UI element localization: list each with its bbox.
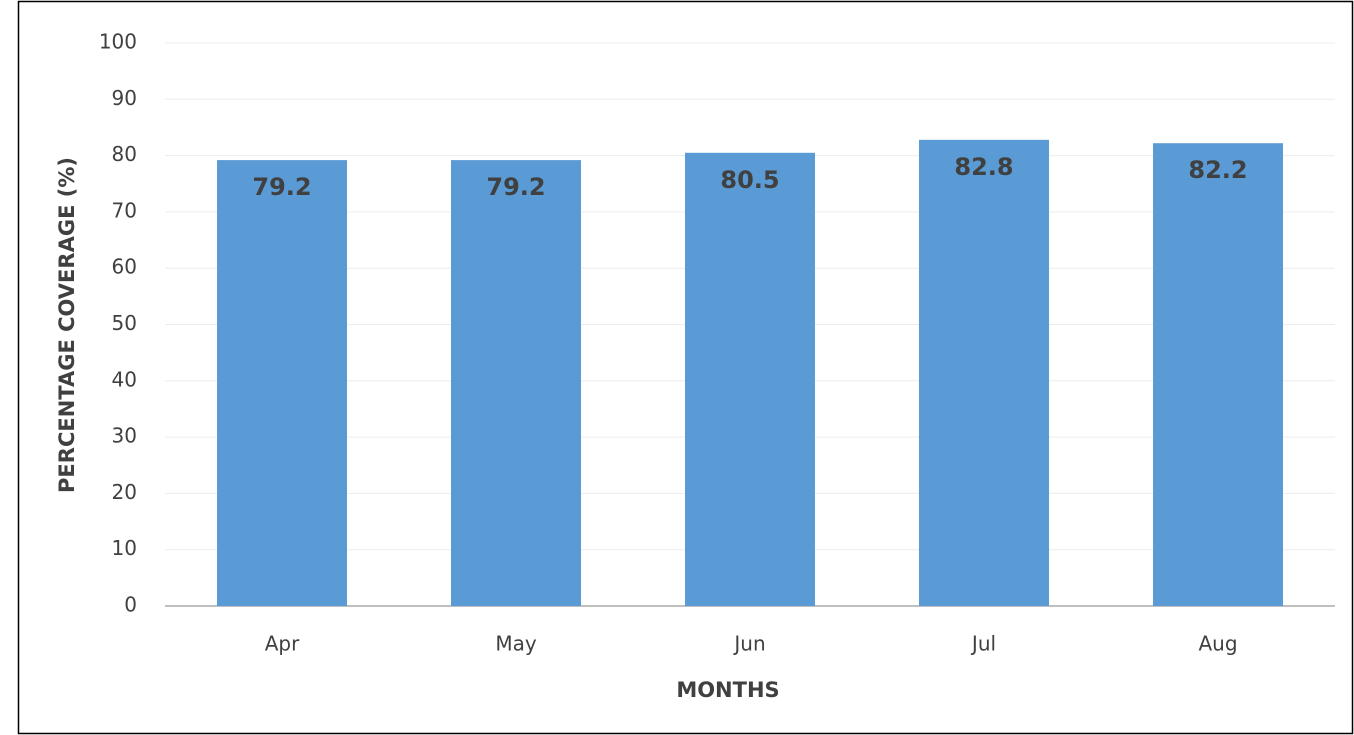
x-tick-label: Apr <box>265 632 300 656</box>
y-tick-label: 60 <box>112 255 137 279</box>
value-label: 79.2 <box>252 173 311 201</box>
y-tick-label: 50 <box>112 311 137 335</box>
value-label: 82.8 <box>954 153 1013 181</box>
value-label: 80.5 <box>720 166 779 194</box>
bar <box>685 152 815 606</box>
x-tick-label: Aug <box>1198 632 1237 656</box>
y-tick-label: 70 <box>112 198 137 222</box>
y-tick-label: 10 <box>112 536 137 560</box>
x-tick-label: Jun <box>732 632 765 656</box>
bar <box>217 160 347 606</box>
bar <box>919 139 1049 606</box>
y-tick-label: 20 <box>112 480 137 504</box>
bar <box>1153 143 1283 607</box>
y-tick-label: 80 <box>112 142 137 166</box>
x-axis-title: MONTHS <box>676 678 779 702</box>
y-tick-label: 30 <box>112 424 137 448</box>
bar <box>451 160 581 606</box>
x-tick-label: Jul <box>970 632 996 656</box>
x-tick-label: May <box>495 632 537 656</box>
y-tick-label: 40 <box>112 367 137 391</box>
y-tick-label: 100 <box>99 30 137 54</box>
value-label: 82.2 <box>1188 156 1247 184</box>
y-tick-label: 0 <box>124 593 137 617</box>
y-tick-label: 90 <box>112 86 137 110</box>
y-axis-title: PERCENTAGE COVERAGE (%) <box>55 157 79 493</box>
value-label: 79.2 <box>486 173 545 201</box>
